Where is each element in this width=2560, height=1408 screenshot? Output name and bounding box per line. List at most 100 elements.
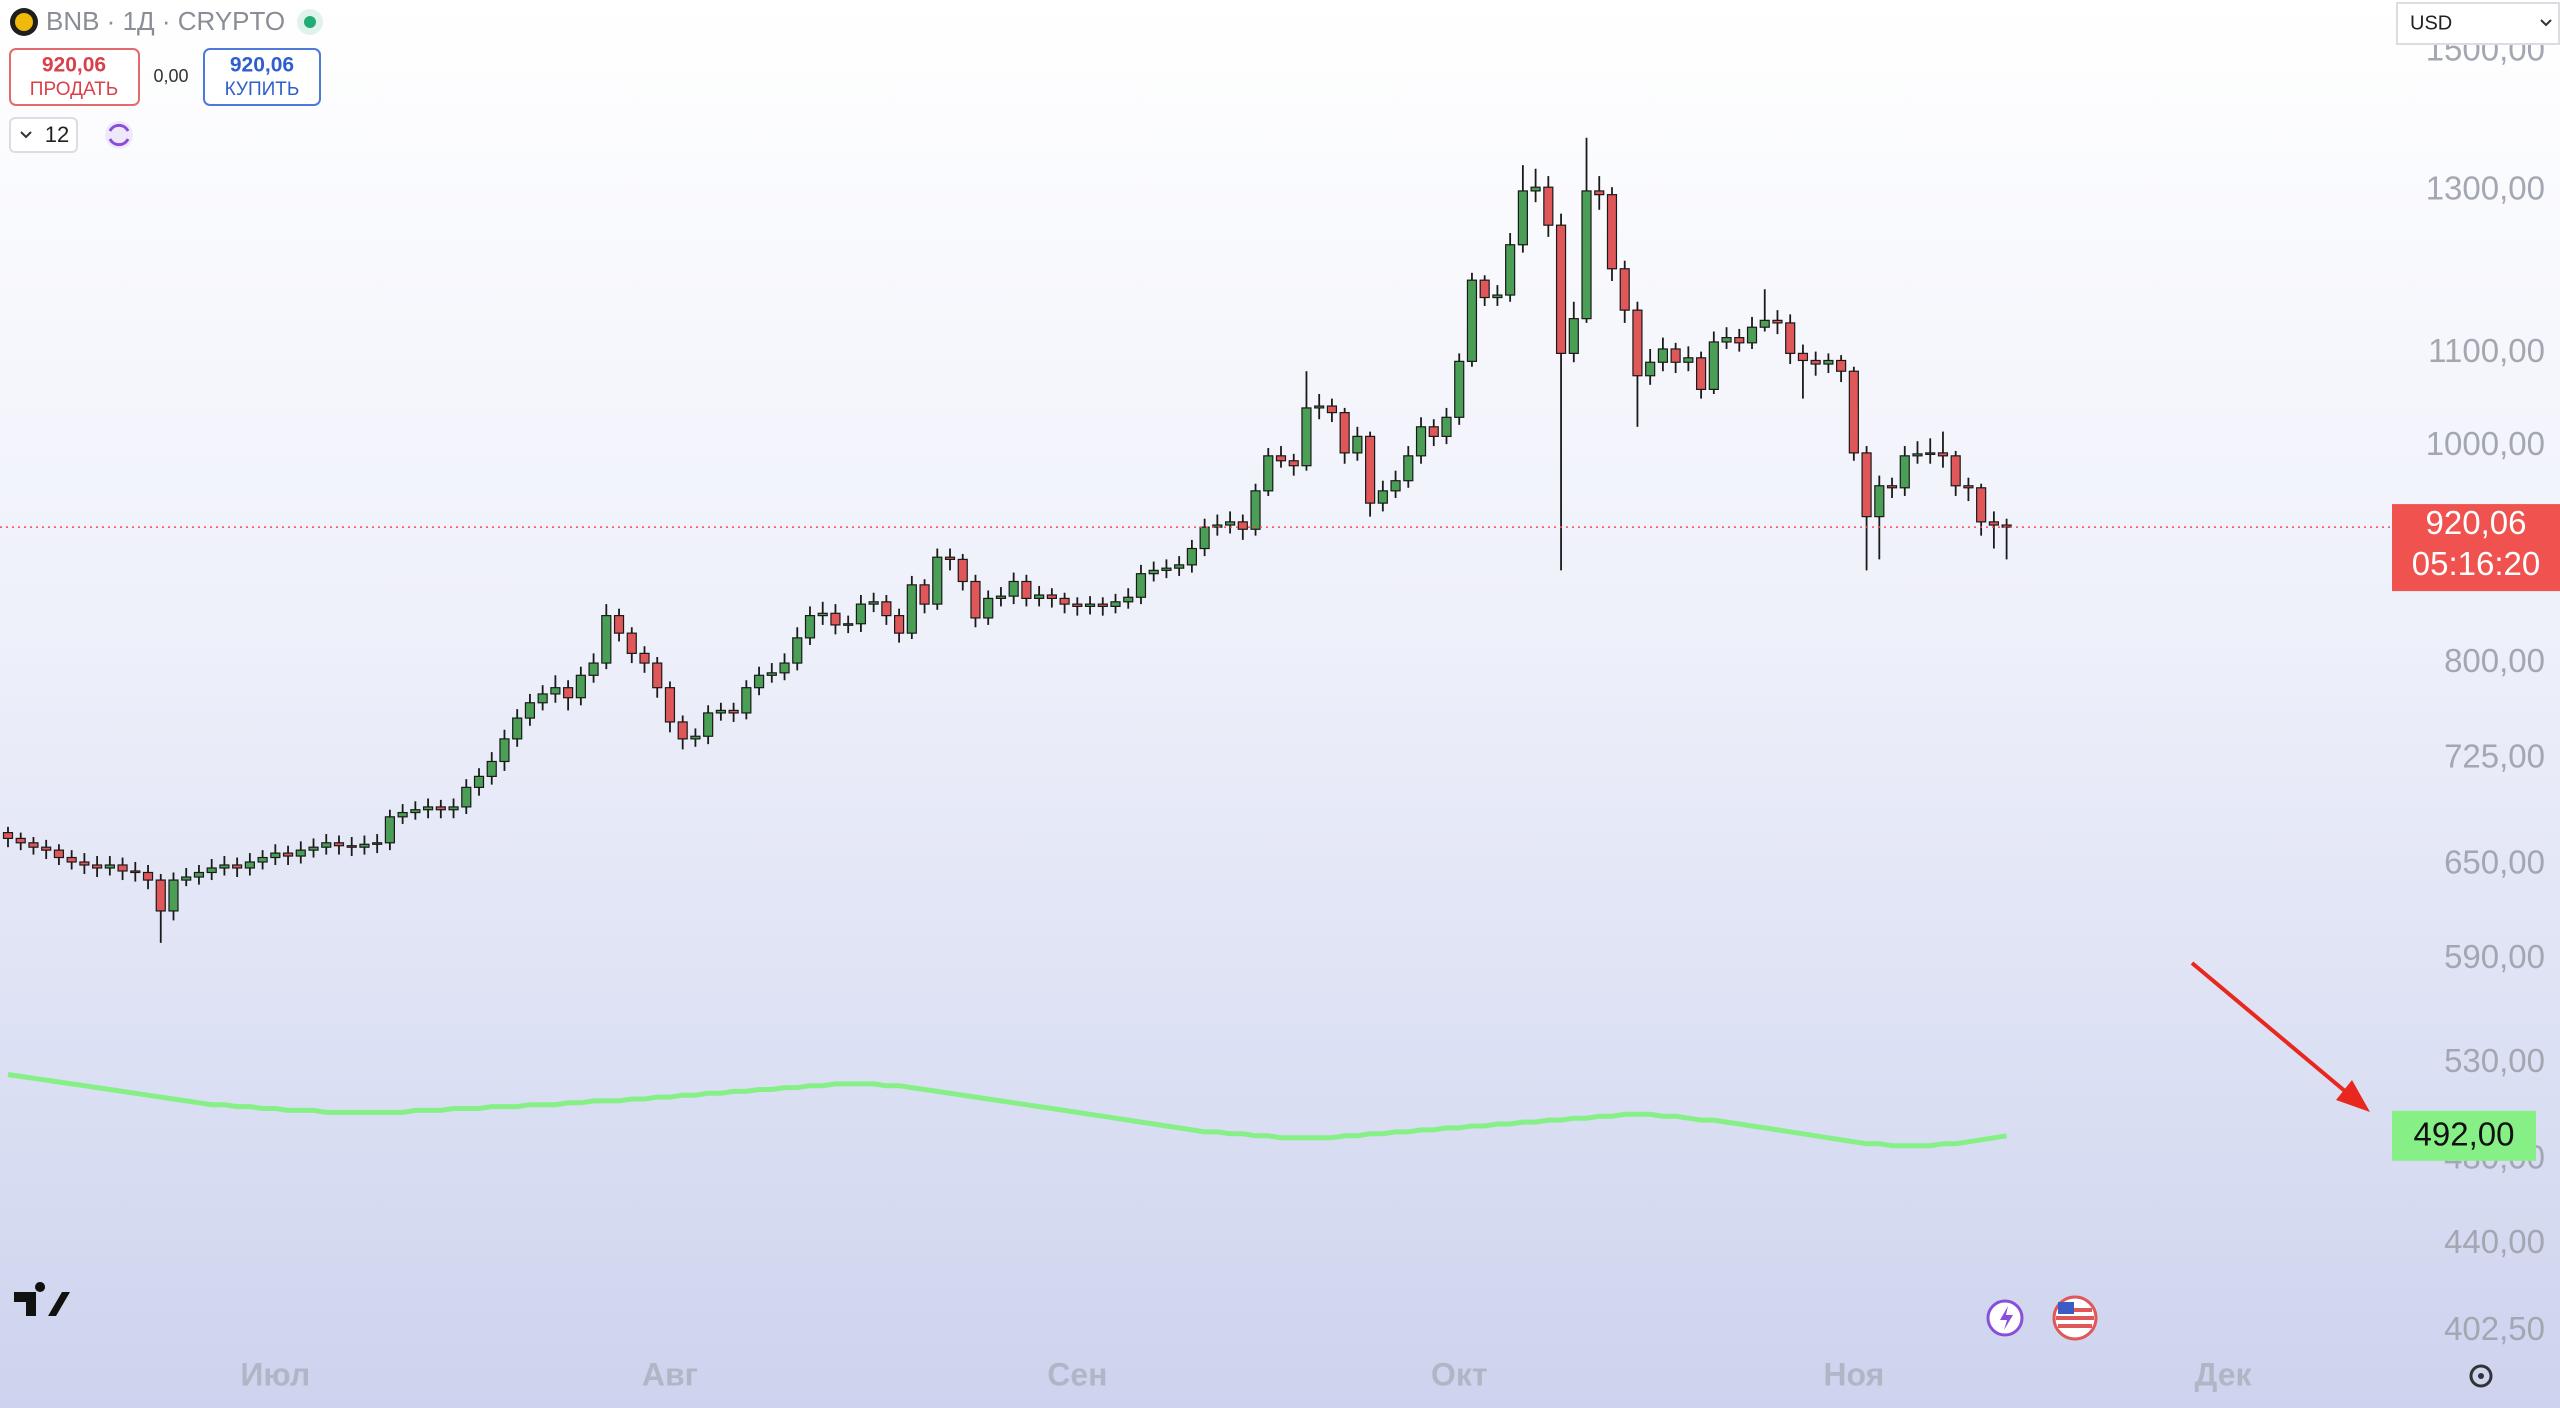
y-tick-label: 725,00 [2444,738,2545,775]
candle-body [142,871,154,881]
tv-logo[interactable] [14,1282,70,1316]
candle-body [983,597,994,619]
candle-body [257,856,268,863]
candle-body [1861,452,1872,518]
candle-body [1186,547,1197,566]
candle-body [537,693,548,704]
candle-body [906,584,917,634]
candle-body [1695,357,1707,390]
refresh-icon[interactable] [108,123,130,147]
currency[interactable]: USD [2410,12,2452,34]
currency-select[interactable]: USD [2396,2,2560,45]
candle-body [1314,405,1325,409]
candle-body [753,674,765,689]
candle-body [155,879,166,912]
candle-body [422,806,434,811]
sell-box[interactable] [9,48,140,106]
candle-body [1263,455,1274,492]
candle-body [219,864,230,869]
candle-body [1224,521,1236,526]
sell-button[interactable]: 920,06 ПРОДАТЬ [9,48,140,106]
candle-body [1110,601,1121,607]
candle-body [53,849,65,859]
candle-body [588,662,599,676]
chevron[interactable] [20,131,32,139]
x-tick-label: Июл [240,1356,310,1392]
candle-body [550,687,561,695]
buy-button[interactable]: 920,06 КУПИТЬ [203,48,321,106]
candle-body [2,832,14,840]
candle-body [652,662,663,689]
candle-body [944,556,956,560]
candle-body [448,806,459,811]
annotation-arrowhead [2336,1080,2370,1112]
candle-body [563,687,574,699]
candle-body [1415,426,1427,457]
sell-label[interactable]: ПРОДАТЬ [30,79,118,100]
buy-price[interactable]: 920,06 [230,54,294,77]
candle-body [1670,348,1681,363]
candle-body [359,843,370,848]
candle-body [1199,526,1210,550]
currency-box[interactable] [2396,2,2560,45]
candle-body [486,760,497,777]
candle-body [830,612,841,626]
candle-body [1810,359,1821,365]
candle-body [28,842,39,848]
buy-label[interactable]: КУПИТЬ [225,79,300,100]
candle-body [1008,580,1019,597]
candle-body [1250,490,1261,530]
candle-body [1275,455,1287,462]
candle-body [690,735,701,740]
candle-body [919,584,930,605]
settings-icon-center [2478,1373,2484,1379]
candle-body [524,702,536,719]
candle-body [372,842,383,845]
candle-body [333,842,345,847]
candle-body [1505,244,1516,296]
y-tick-label: 1300,00 [2426,170,2545,207]
candle-body [15,837,26,844]
countdown: 05:16:20 [2412,545,2540,582]
candle-body [117,864,128,872]
candle-body [1428,426,1439,437]
x-tick-label: Авг [642,1356,698,1392]
buy-box[interactable] [203,48,321,106]
refresh-button[interactable] [105,121,133,149]
candle-body [1963,485,1974,489]
candle-body [346,845,357,848]
candle-body [181,876,192,881]
sell-price[interactable]: 920,06 [42,54,106,77]
candle-body [932,556,943,605]
candle-body [1619,268,1630,311]
candle-body [1848,370,1859,454]
candle-body [1059,597,1070,605]
candle-body [270,852,281,859]
candle-body [1645,361,1656,377]
candle-body [1326,405,1338,414]
candle-body [473,775,485,788]
candle-body [703,712,714,737]
indicator-line [7,1072,2007,1149]
candle-body [308,846,319,851]
interval-count[interactable]: 12 [45,122,69,147]
candle-body [282,852,294,857]
interval-toggle[interactable]: 12 [9,117,78,153]
price-label: 920,06 [2426,504,2527,541]
chevron[interactable] [2540,19,2552,27]
candle-body [1530,186,1541,192]
candle-body [1441,416,1452,437]
interval-box[interactable] [9,117,78,153]
candle-body [1823,359,1834,365]
candle-body [41,846,52,851]
candle-body [435,806,446,811]
candle-body [1390,480,1401,492]
candle-body [244,861,255,869]
candle-body [1899,455,1910,489]
candle-body [766,672,777,676]
candle-body [995,595,1007,600]
candle-body [1581,190,1592,320]
candle-body [1886,485,1898,489]
candle-body [1543,186,1554,226]
settings-icon[interactable] [2469,1364,2493,1388]
